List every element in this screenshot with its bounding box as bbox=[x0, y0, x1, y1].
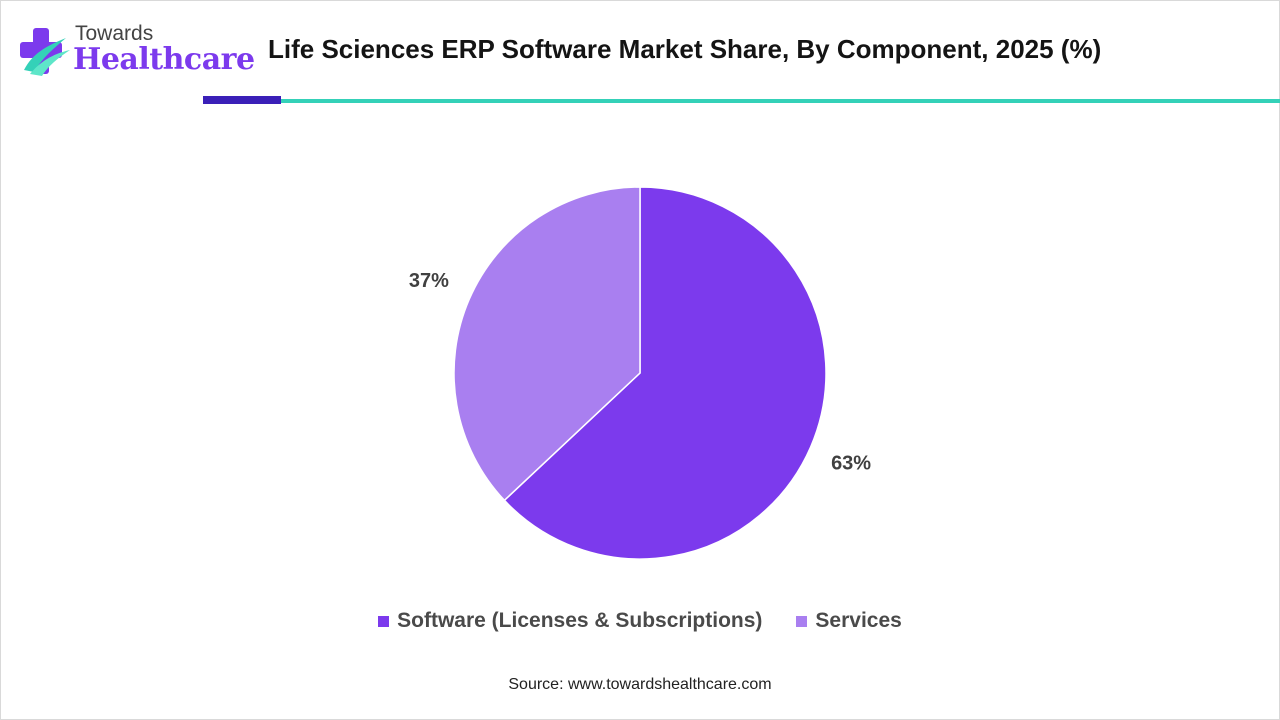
legend-item-software[interactable]: Software (Licenses & Subscriptions) bbox=[378, 609, 762, 633]
title-underline bbox=[281, 99, 1280, 103]
brand-name-top: Towards bbox=[75, 22, 154, 45]
brand-logo: Towards Healthcare bbox=[20, 22, 255, 82]
chart-title: Life Sciences ERP Software Market Share,… bbox=[268, 34, 1102, 64]
brand-name-bottom: Healthcare bbox=[73, 42, 255, 77]
title-underline-accent bbox=[203, 96, 281, 104]
data-label-services: 37% bbox=[409, 270, 449, 292]
pie-slice-software[interactable] bbox=[503, 186, 827, 560]
pie-slice-services[interactable] bbox=[453, 186, 641, 502]
legend-item-services[interactable]: Services bbox=[796, 609, 902, 633]
legend-swatch-services bbox=[796, 615, 808, 627]
legend-label-services: Services bbox=[815, 609, 902, 632]
legend-swatch-software bbox=[378, 615, 390, 627]
medical-cross-icon bbox=[20, 28, 70, 76]
chart-legend: Software (Licenses & Subscriptions) Serv… bbox=[0, 606, 1280, 636]
data-label-software: 63% bbox=[831, 453, 871, 475]
legend-label-software: Software (Licenses & Subscriptions) bbox=[397, 609, 763, 632]
source-note: Source: www.towardshealthcare.com bbox=[508, 676, 772, 693]
